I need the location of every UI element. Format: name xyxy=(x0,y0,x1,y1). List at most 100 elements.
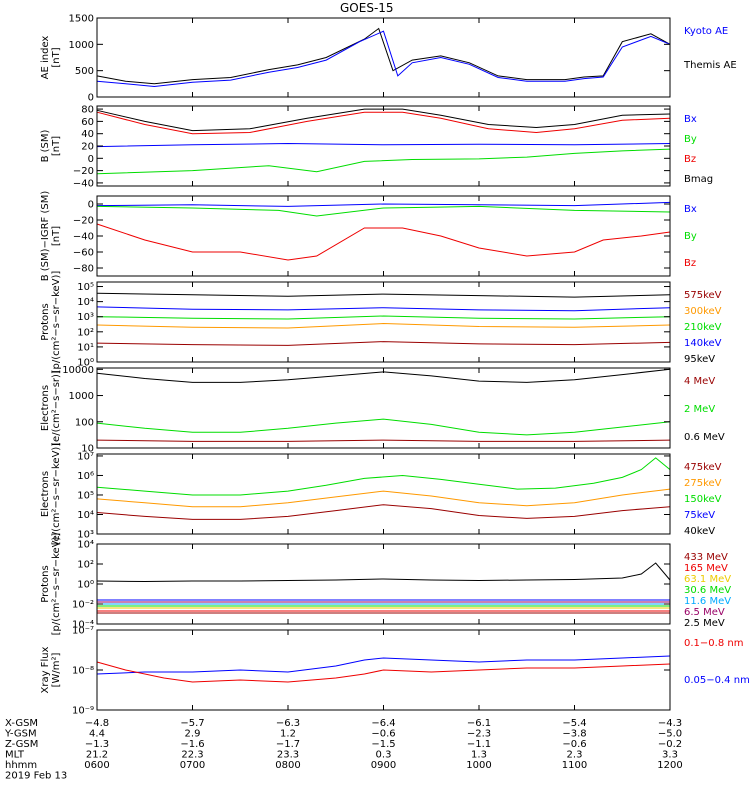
x-axis-annotations: X-GSM −4.8 −5.7 −6.3 −6.4 −6.1 −5.4 −4.3 Y-GSM 4.… xyxy=(4,718,683,782)
y-tick-label: −40 xyxy=(73,232,94,243)
y-tick-label: 10³ xyxy=(77,530,94,541)
legend-entry: 30.6 MeV xyxy=(684,585,731,596)
legend-entry: 75keV xyxy=(684,510,715,521)
x-tick-value: 2.9 xyxy=(185,729,201,740)
y-tick-label: 10² xyxy=(77,560,94,571)
legend-entry: Bmag xyxy=(684,174,713,185)
series-line-xray-1 xyxy=(96,661,671,683)
legend-entry: 210keV xyxy=(684,322,722,333)
series-line-bsm-3 xyxy=(96,148,671,175)
series-line-protons1-0 xyxy=(96,292,671,298)
x-tick-value: −4.3 xyxy=(658,718,682,729)
legend-entry: 575keV xyxy=(684,290,722,301)
legend-entry: Bz xyxy=(684,258,696,269)
series-line-bsm-1 xyxy=(96,111,671,135)
series-line-electrons2-0 xyxy=(96,457,671,496)
y-axis-label: [nT] xyxy=(51,136,62,156)
legend-entry: 165 MeV xyxy=(684,563,728,574)
x-tick-value: −0.6 xyxy=(562,739,586,750)
series-line-ae-0 xyxy=(96,27,671,85)
series-line-electrons1-1 xyxy=(96,418,671,436)
x-tick-value: 4.4 xyxy=(89,729,105,740)
legend-entry: 0.6 MeV xyxy=(684,432,725,443)
x-tick-value: −1.1 xyxy=(467,739,491,750)
legend-entry: 140keV xyxy=(684,338,722,349)
x-tick-value: −1.6 xyxy=(180,739,204,750)
panel-xray: 10⁻⁹ 10⁻⁸ 10⁻⁷ Xray Flux [W/m²] 0.1−0.8 nm 0.0… xyxy=(40,626,750,717)
series-line-protons1-2 xyxy=(96,315,671,320)
x-tick-value: 3.3 xyxy=(662,750,678,761)
y-tick-label: 1500 xyxy=(69,14,94,25)
y-tick-label: −20 xyxy=(73,166,94,177)
date-label: 2019 Feb 13 xyxy=(5,771,67,782)
y-tick-label: 10⁰ xyxy=(77,358,94,369)
legend-entry: 475keV xyxy=(684,462,722,473)
y-tick-label: 1000 xyxy=(69,391,94,402)
x-tick-value: −5.4 xyxy=(562,718,586,729)
x-row-label: hhmm xyxy=(5,760,37,771)
y-axis-label: Electrons xyxy=(40,385,51,431)
series-line-bsm-0 xyxy=(96,108,671,132)
x-row-label: Y-GSM xyxy=(4,729,37,740)
legend-entry: Kyoto AE xyxy=(684,26,728,37)
y-axis-label: Xray Flux xyxy=(40,646,51,693)
panel-ae: 0 500 1000 1500 AE index [nT] Kyoto AE Themis A… xyxy=(40,14,737,104)
x-tick-value: −6.3 xyxy=(276,718,300,729)
x-tick-value: 0600 xyxy=(84,760,109,771)
y-axis-label: Protons xyxy=(40,565,51,602)
x-tick-value: 0.3 xyxy=(376,750,392,761)
y-axis-label: [W/m²] xyxy=(51,652,62,687)
y-tick-label: 1000 xyxy=(69,40,94,51)
legend-entry: Bx xyxy=(684,114,697,125)
panel-protons2: 10⁻⁴ 10⁻² 10⁰ 10² 10⁴ Protons [p/(cm²−s−sr−keV… xyxy=(40,533,731,636)
y-tick-label: 10⁻² xyxy=(72,600,94,611)
y-tick-label: 10⁻⁴ xyxy=(72,620,94,631)
y-tick-label: 10⁻⁹ xyxy=(72,706,94,717)
y-tick-label: 10⁰ xyxy=(77,580,94,591)
y-axis-label: [e/(cm²−s−sr−keV)] xyxy=(51,443,62,546)
x-tick-value: −6.4 xyxy=(371,718,395,729)
x-tick-value: 1000 xyxy=(466,760,491,771)
legend-entry: Themis AE xyxy=(683,60,737,71)
y-tick-label: −40 xyxy=(73,178,94,189)
x-tick-value: −5.7 xyxy=(180,718,204,729)
legend-entry: 63.1 MeV xyxy=(684,574,731,585)
legend-entry: 150keV xyxy=(684,494,722,505)
series-line-electrons2-1 xyxy=(96,488,671,508)
x-tick-value: −5.0 xyxy=(658,729,682,740)
x-row-label: MLT xyxy=(5,750,25,761)
legend-entry: 2.5 MeV xyxy=(684,618,725,629)
x-tick-value: −0.6 xyxy=(371,729,395,740)
y-axis-label: [e/(cm²−s−sr)] xyxy=(51,370,62,446)
y-tick-label: 500 xyxy=(75,66,94,77)
x-tick-value: −1.7 xyxy=(276,739,300,750)
x-tick-value: −2.3 xyxy=(467,729,491,740)
y-tick-label: 100 xyxy=(75,417,94,428)
series-line-protons1-3 xyxy=(96,322,671,329)
series-line-protons1-4 xyxy=(96,341,671,346)
x-tick-value: 2.3 xyxy=(567,750,583,761)
legend-entry: 40keV xyxy=(684,526,715,537)
x-tick-value: 0900 xyxy=(371,760,396,771)
x-row-label: Z-GSM xyxy=(5,739,38,750)
legend-entry: 275keV xyxy=(684,478,722,489)
series-line-protons2-0 xyxy=(96,562,671,583)
panel-frame xyxy=(96,543,671,625)
x-tick-value: 1.3 xyxy=(471,750,487,761)
y-tick-label: 20 xyxy=(81,142,94,153)
x-tick-value: 21.2 xyxy=(86,750,108,761)
y-tick-label: 10000 xyxy=(62,365,94,376)
y-axis-label: [p/(cm²−s−sr−keV)] xyxy=(51,533,62,636)
y-axis-label: AE index xyxy=(40,36,51,80)
y-tick-label: 0 xyxy=(88,93,94,104)
series-line-bigrf-1 xyxy=(96,205,671,217)
y-tick-label: 10⁶ xyxy=(77,471,94,482)
y-tick-label: 0 xyxy=(88,154,94,165)
series-line-protons1-1 xyxy=(96,306,671,312)
x-tick-value: −1.3 xyxy=(85,739,109,750)
panel-frame xyxy=(96,17,671,98)
y-axis-label: B (SM)−IGRF (SM) xyxy=(40,191,51,282)
y-tick-label: 80 xyxy=(81,105,94,116)
legend-entry: Bz xyxy=(684,154,696,165)
